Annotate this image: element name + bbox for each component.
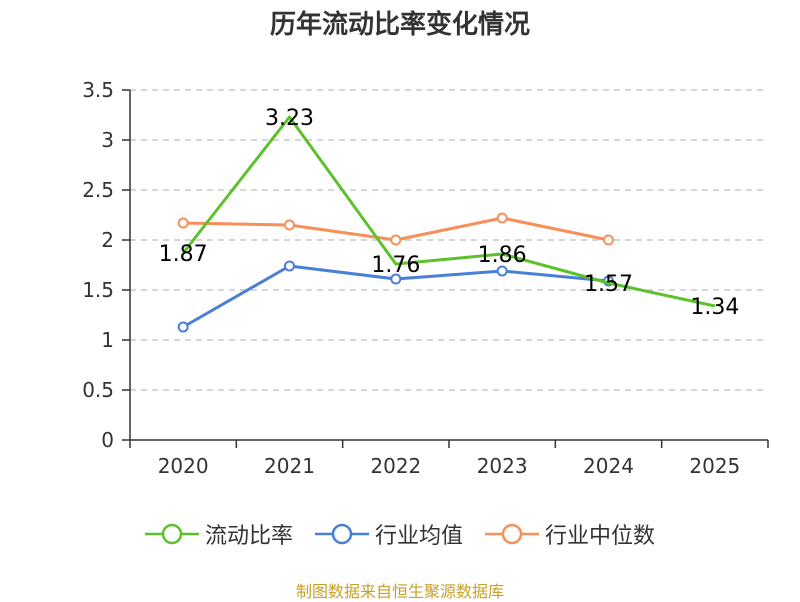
data-label: 1.34 <box>690 295 739 320</box>
data-label: 3.23 <box>265 106 314 131</box>
legend-marker-icon <box>144 523 199 545</box>
data-point <box>177 217 189 229</box>
x-tick-label: 2022 <box>370 454 421 478</box>
legend-marker-icon <box>485 523 539 545</box>
y-tick-label: 2.5 <box>82 178 114 202</box>
x-tick-label: 2024 <box>583 454 634 478</box>
y-tick-label: 1 <box>101 328 114 352</box>
y-tick-label: 1.5 <box>82 278 114 302</box>
data-label: 1.86 <box>478 243 527 268</box>
legend-item-industry-median[interactable]: 行业中位数 <box>485 518 655 550</box>
data-point <box>603 234 614 246</box>
data-point <box>284 260 295 272</box>
data-label: 1.87 <box>159 242 208 267</box>
source-note: 制图数据来自恒生聚源数据库 <box>295 582 504 601</box>
data-label: 1.57 <box>584 272 633 297</box>
y-tick-label: 3.5 <box>82 78 114 102</box>
legend-label: 流动比率 <box>204 524 293 549</box>
legend-label: 行业均值 <box>374 524 463 549</box>
x-tick-label: 2020 <box>158 454 209 478</box>
data-label: 1.76 <box>371 253 420 278</box>
legend-item-current-ratio[interactable]: 流动比率 <box>144 518 293 550</box>
y-tick-label: 3 <box>101 128 114 152</box>
x-tick-label: 2021 <box>264 454 315 478</box>
data-point <box>496 265 508 277</box>
y-tick-label: 0 <box>101 428 114 452</box>
chart-title: 历年流动比率变化情况 <box>269 10 530 40</box>
legend-marker-icon <box>314 523 369 545</box>
data-point <box>390 234 402 246</box>
legend-item-industry-mean[interactable]: 行业均值 <box>314 518 463 550</box>
series-line <box>181 115 716 308</box>
y-tick-label: 2 <box>101 228 114 252</box>
legend-label: 行业中位数 <box>545 524 656 549</box>
data-point <box>177 321 189 333</box>
x-tick-label: 2025 <box>689 454 740 478</box>
x-tick-label: 2023 <box>477 454 528 478</box>
data-point <box>284 219 295 231</box>
data-point <box>390 273 402 285</box>
data-point <box>496 212 508 224</box>
y-tick-label: 0.5 <box>82 378 114 402</box>
legend: 流动比率 行业均值 行业中位数 <box>0 518 800 550</box>
